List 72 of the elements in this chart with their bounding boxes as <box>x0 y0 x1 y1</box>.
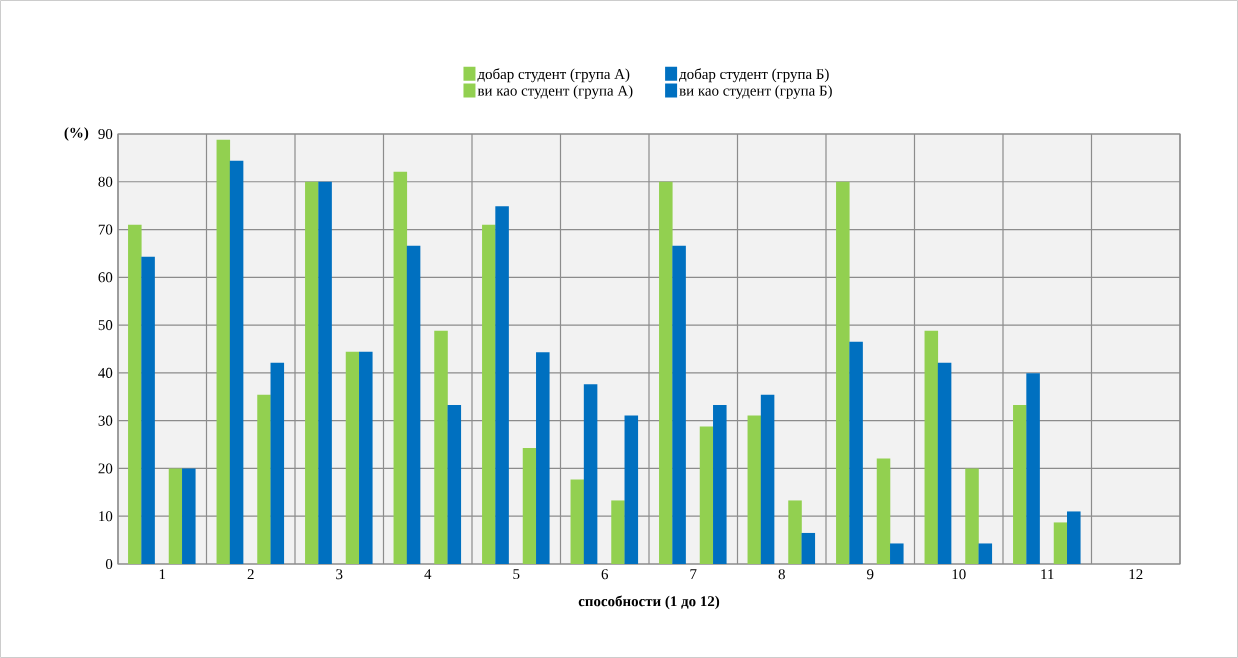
bar <box>876 458 891 564</box>
bar <box>937 362 952 564</box>
y-tick-label: 80 <box>98 176 113 187</box>
bar <box>182 468 196 564</box>
bar <box>890 543 904 564</box>
bar <box>836 181 850 564</box>
x-tick-label: 4 <box>424 569 432 580</box>
bar <box>965 468 979 564</box>
bar <box>522 447 537 564</box>
x-tick-label: 11 <box>1041 569 1054 580</box>
y-axis-title: (%) <box>64 127 89 141</box>
bar <box>495 206 509 564</box>
bar <box>345 351 360 564</box>
bar <box>624 415 639 564</box>
y-tick-label: 50 <box>98 320 113 331</box>
bar <box>1053 522 1068 564</box>
x-tick-label: 12 <box>1129 569 1143 580</box>
bar <box>434 330 448 564</box>
legend-label: добар студент (група Б) <box>679 68 829 83</box>
bar <box>482 224 496 564</box>
legend-label: ви као студент (група А) <box>477 85 633 99</box>
y-tick-label: 60 <box>98 272 113 283</box>
x-tick-label: 7 <box>690 569 697 579</box>
x-tick-label: 9 <box>867 569 874 580</box>
bar <box>978 543 993 564</box>
x-tick-label: 6 <box>601 569 609 580</box>
y-tick-label: 40 <box>98 367 113 378</box>
bar <box>128 224 142 564</box>
bar <box>611 500 625 564</box>
bar <box>1067 511 1081 564</box>
legend-label: ви као студент (група Б) <box>679 85 832 99</box>
bar <box>270 362 285 564</box>
bar <box>447 404 462 564</box>
bar <box>216 139 231 564</box>
bar <box>305 181 319 564</box>
bar <box>257 394 271 564</box>
bar <box>536 352 550 564</box>
bar <box>672 245 686 564</box>
x-tick-label: 2 <box>247 569 254 580</box>
bar <box>393 171 408 564</box>
bar <box>168 468 183 564</box>
y-tick-label: 30 <box>98 415 113 426</box>
bar <box>659 181 673 564</box>
bar <box>849 341 863 564</box>
bar <box>801 532 816 564</box>
bar <box>406 245 421 564</box>
bar <box>713 404 727 564</box>
x-tick-label: 10 <box>952 569 966 580</box>
bar <box>570 479 585 564</box>
y-tick-label: 70 <box>98 224 113 235</box>
y-tick-label: 20 <box>98 463 113 474</box>
x-tick-label: 8 <box>778 569 785 580</box>
y-tick-label: 0 <box>105 558 113 570</box>
bar <box>788 500 802 564</box>
y-tick-label: 10 <box>99 511 113 522</box>
legend-label: добар студент (група А) <box>477 68 630 83</box>
bar <box>229 160 244 564</box>
x-tick-label: 3 <box>336 569 343 580</box>
bar <box>1026 373 1040 564</box>
bar <box>318 181 332 564</box>
y-tick-label: 90 <box>98 128 113 140</box>
bar <box>1013 404 1027 564</box>
bar <box>583 384 598 564</box>
bar <box>760 394 775 564</box>
bar <box>924 330 939 564</box>
bar <box>747 415 762 564</box>
x-tick-label: 1 <box>159 569 166 580</box>
x-axis-title: способности (1 до 12) <box>578 595 720 610</box>
x-tick-label: 5 <box>513 569 520 580</box>
bar <box>141 256 155 564</box>
bar <box>359 351 373 564</box>
bar <box>699 426 714 564</box>
